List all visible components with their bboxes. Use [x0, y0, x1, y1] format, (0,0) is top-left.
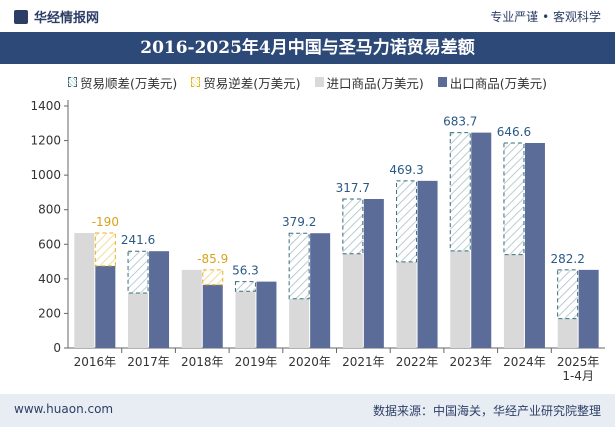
x-tick-label: 2018年	[181, 355, 224, 369]
import-bar	[450, 250, 471, 348]
deficit-bar	[94, 232, 116, 267]
balance-data-label: 56.3	[232, 264, 259, 278]
import-bar	[235, 291, 256, 348]
legend-swatch-import	[314, 77, 324, 87]
export-bar	[578, 269, 599, 348]
x-tick-label: 2017年	[127, 355, 170, 369]
x-tick-label: 2020年	[288, 355, 331, 369]
footer: www.huaon.com 数据来源：中国海关，华经产业研究院整理	[0, 394, 615, 427]
export-bar	[363, 198, 384, 348]
y-tick-label: 800	[38, 203, 61, 217]
site-name: 华经情报网	[34, 11, 100, 26]
export-bar	[256, 281, 277, 348]
export-bar	[95, 265, 116, 348]
export-bar	[417, 180, 438, 348]
balance-data-label: -190	[92, 215, 119, 229]
export-bar	[310, 233, 331, 348]
import-bar	[74, 233, 95, 348]
y-tick-label: 1000	[30, 168, 61, 182]
footer-website[interactable]: www.huaon.com	[14, 402, 114, 416]
chart-title: 2016-2025年4月中国与圣马力诺贸易差额	[0, 32, 615, 64]
surplus-bar	[127, 250, 149, 294]
chart-legend: 贸易顺差(万美元) 贸易逆差(万美元) 进口商品(万美元) 出口商品(万美元)	[0, 72, 615, 92]
footer-source: 数据来源：中国海关，华经产业研究院整理	[372, 404, 601, 418]
y-tick-label: 1200	[30, 134, 61, 148]
top-bar: 华经情报网 专业严谨 • 客观科学	[0, 0, 615, 32]
balance-data-label: 646.6	[497, 125, 531, 139]
legend-label-import: 进口商品(万美元)	[326, 75, 424, 91]
legend-label-surplus: 贸易顺差(万美元)	[79, 75, 178, 91]
legend-item-import[interactable]: 进口商品(万美元)	[314, 72, 424, 92]
import-bar	[128, 293, 149, 348]
import-bar	[342, 253, 363, 348]
y-tick-label: 1400	[30, 99, 61, 113]
balance-data-label: -85.9	[197, 252, 228, 266]
chart-plot: 0 200 400 600 800 1000 1200 1400 2016年 2017年 2018年…	[30, 99, 605, 383]
y-tick-label: 600	[38, 237, 61, 251]
balance-data-label: 683.7	[443, 115, 477, 129]
y-tick-label: 200	[38, 306, 61, 320]
legend-label-deficit: 贸易逆差(万美元)	[203, 75, 301, 91]
x-tick-label: 2019年	[235, 355, 278, 369]
slogan: 专业严谨 • 客观科学	[490, 10, 601, 24]
logo-icon	[14, 9, 28, 24]
import-bar	[181, 269, 202, 348]
surplus-bar	[234, 281, 256, 292]
balance-data-label: 317.7	[336, 181, 370, 195]
surplus-bar	[503, 142, 525, 256]
legend-item-deficit[interactable]: 贸易逆差(万美元)	[191, 72, 301, 92]
x-tick-label: 2016年	[74, 355, 117, 369]
surplus-bar	[342, 198, 364, 255]
balance-data-label: 282.2	[550, 252, 584, 266]
x-tick-label: 2022年	[396, 355, 439, 369]
export-bar	[471, 132, 492, 348]
surplus-bar	[557, 269, 579, 320]
import-bar	[396, 261, 417, 348]
export-bar	[524, 142, 545, 348]
surplus-bar	[449, 132, 471, 252]
balance-data-label: 469.3	[389, 163, 423, 177]
x-tick-label: 2024年	[503, 355, 546, 369]
import-bar	[557, 318, 578, 348]
x-tick-label: 2023年	[449, 355, 492, 369]
site-logo[interactable]: 华经情报网	[14, 7, 99, 26]
legend-item-surplus[interactable]: 贸易顺差(万美元)	[67, 72, 178, 92]
balance-data-label: 241.6	[121, 233, 155, 247]
surplus-bar	[288, 232, 310, 300]
import-bar	[289, 298, 310, 348]
y-tick-label: 0	[53, 341, 61, 355]
import-bar	[503, 254, 524, 348]
legend-swatch-deficit	[191, 77, 201, 87]
legend-item-export[interactable]: 出口商品(万美元)	[437, 72, 548, 92]
legend-swatch-export	[437, 77, 447, 87]
export-bar	[202, 284, 223, 348]
export-bar	[149, 251, 170, 348]
y-tick-label: 400	[38, 272, 61, 286]
surplus-bar	[396, 180, 418, 263]
x-tick-label: 2025年 1-4月	[557, 355, 600, 383]
legend-label-export: 出口商品(万美元)	[449, 75, 548, 91]
balance-data-label: 379.2	[282, 215, 316, 229]
deficit-bar	[202, 269, 224, 286]
x-tick-label: 2021年	[342, 355, 385, 369]
legend-swatch-surplus	[67, 77, 77, 87]
